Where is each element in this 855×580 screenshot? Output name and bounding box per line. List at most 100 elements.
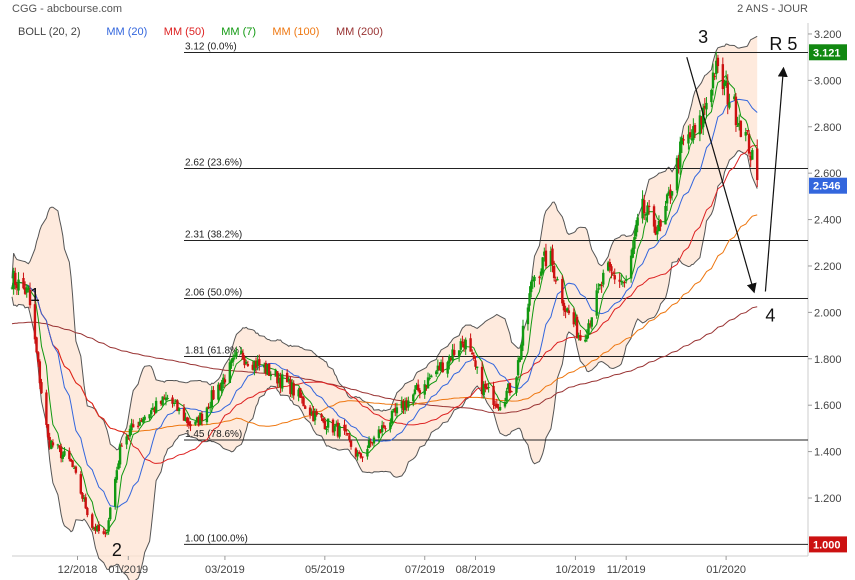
candle-body	[159, 400, 163, 404]
candle-body	[207, 406, 210, 409]
y-tick-label: 2.600	[814, 168, 842, 180]
candle-body	[315, 411, 318, 415]
bollinger-bands	[11, 35, 758, 580]
candle-body	[418, 390, 422, 394]
candle-body	[91, 514, 94, 528]
candle-body	[346, 433, 349, 435]
candle-body	[521, 325, 525, 346]
candle-body	[132, 424, 135, 428]
candle-body	[423, 384, 426, 395]
candle-body	[498, 407, 502, 411]
candle-body	[543, 251, 546, 256]
chart-period: 2 ANS - JOUR	[737, 3, 808, 15]
candle-body	[533, 276, 536, 281]
wave-arrow	[686, 56, 757, 294]
candle-body	[92, 528, 96, 530]
candle-body	[254, 360, 258, 368]
y-axis: 1.200 1.400 1.600 1.800 2.000 2.200 2.400 2.600…	[808, 29, 842, 505]
candle-body	[413, 389, 417, 395]
candle-body	[597, 288, 600, 290]
fib-level-label: 1.81 (61.8%)	[185, 345, 242, 356]
candle-body	[14, 272, 17, 286]
candle-body	[35, 337, 38, 353]
candle-body	[287, 378, 290, 381]
candle-body	[441, 362, 444, 373]
candle-body	[38, 361, 42, 384]
candle-body	[251, 364, 254, 370]
candle-body	[734, 96, 738, 126]
candle-body	[426, 377, 430, 389]
candle-body	[475, 366, 479, 369]
candle-body	[325, 428, 328, 430]
candle-body	[349, 440, 353, 447]
candle-body	[693, 124, 697, 133]
y-tick-label: 1.400	[814, 447, 842, 459]
candle-body	[643, 200, 646, 214]
candle-body	[125, 436, 128, 445]
candle-body	[579, 334, 582, 341]
candle-body	[176, 400, 179, 412]
chart-header: CGG - abcbourse.com 2 ANS - JOUR	[12, 3, 808, 15]
candle-body	[292, 383, 295, 396]
candle-body	[464, 339, 467, 350]
candle-body	[403, 401, 407, 411]
candle-body	[269, 374, 272, 377]
candle-body	[751, 150, 754, 160]
candle-body	[692, 126, 695, 141]
ma50-line	[11, 145, 758, 464]
candle-body	[495, 403, 499, 408]
candle-body	[575, 316, 579, 339]
candle-body	[130, 423, 133, 431]
fib-level-label: 2.62 (23.6%)	[185, 158, 242, 169]
candle-body	[457, 350, 461, 357]
candle-body	[564, 309, 567, 313]
candle-body	[222, 377, 225, 385]
ma100-line	[11, 214, 758, 433]
candle-body	[127, 434, 130, 436]
candle-body	[343, 424, 346, 431]
candle-body	[687, 134, 690, 144]
candle-body	[380, 425, 384, 432]
candle-body	[480, 366, 484, 395]
candle-body	[217, 384, 220, 400]
candle-body	[518, 357, 521, 363]
candle-body	[469, 338, 472, 352]
candle-body	[189, 424, 192, 427]
candle-body	[285, 372, 289, 383]
y-tick-label: 2.000	[814, 307, 842, 319]
candle-body	[71, 460, 74, 468]
candle-body	[184, 417, 187, 422]
candle-body	[140, 420, 143, 422]
candle-body	[56, 444, 60, 446]
candle-body	[228, 362, 232, 383]
candle-body	[585, 335, 589, 340]
candle-body	[335, 423, 338, 426]
candle-body	[688, 132, 692, 138]
candle-body	[117, 463, 120, 470]
candle-body	[210, 390, 214, 408]
candle-body	[716, 57, 720, 67]
candle-body	[245, 362, 248, 364]
moving-averages	[11, 74, 758, 532]
x-tick-label: 10/2019	[556, 564, 596, 576]
candle-body	[677, 158, 680, 169]
candle-body	[45, 392, 48, 425]
wave-label: 4	[765, 306, 775, 326]
candle-body	[701, 107, 705, 128]
legend-item: MM (7)	[221, 26, 256, 38]
candle-body	[659, 220, 662, 227]
price-tag-label: 3.121	[813, 47, 841, 59]
price-tag	[809, 177, 847, 194]
candle-body	[205, 407, 209, 423]
y-tick-label: 2.400	[814, 215, 842, 227]
candle-body	[367, 440, 371, 449]
candle-body	[606, 262, 610, 271]
wave-annotations: 1 2 3 4 R 5	[30, 27, 798, 560]
y-tick-label: 2.800	[814, 122, 842, 134]
legend-item: BOLL (20, 2)	[18, 26, 81, 38]
candle-body	[274, 369, 277, 377]
candle-body	[700, 116, 703, 125]
y-tick-label: 1.200	[814, 493, 842, 505]
candle-body	[610, 266, 613, 271]
x-tick-label: 07/2019	[405, 564, 445, 576]
